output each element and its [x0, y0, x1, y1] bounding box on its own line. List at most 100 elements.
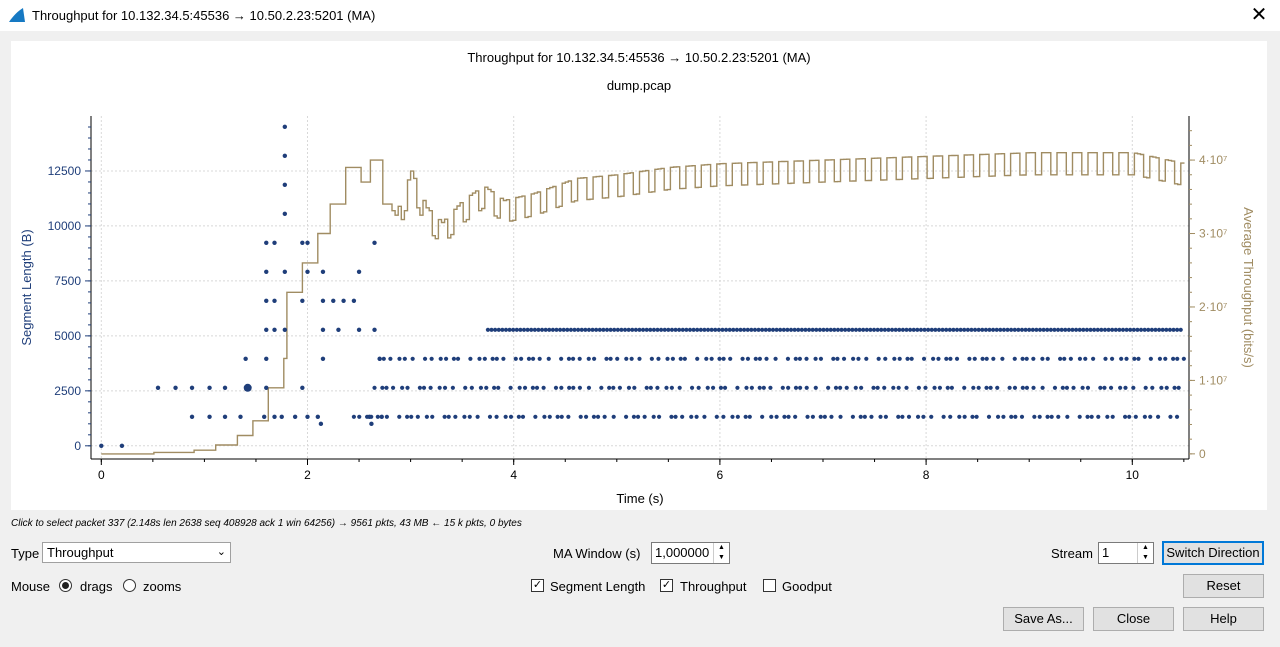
segment-point — [1175, 356, 1180, 361]
segment-point — [547, 414, 552, 419]
segment-point — [1016, 327, 1021, 332]
segment-point — [571, 385, 576, 390]
segment-point — [929, 327, 934, 332]
x-axis-label: Time (s) — [616, 491, 663, 506]
segment-point — [727, 327, 732, 332]
segment-point — [1001, 327, 1007, 332]
segment-point — [1118, 385, 1123, 390]
segment-point — [1037, 327, 1043, 332]
close-window-icon[interactable]: ✕ — [1250, 4, 1268, 26]
throughput-checkbox[interactable]: ✓ — [660, 579, 673, 592]
reset-button[interactable]: Reset — [1183, 574, 1264, 598]
segment-point — [522, 385, 528, 390]
segment-point — [626, 385, 632, 390]
segment-point — [579, 327, 584, 332]
segment-point — [864, 327, 869, 332]
segment-point — [568, 327, 574, 332]
segment-point — [749, 327, 754, 332]
segment-point — [906, 414, 912, 419]
segment-point — [282, 153, 288, 158]
segment-point — [738, 327, 743, 332]
segment-point — [875, 327, 880, 332]
mouse-drags-radio[interactable] — [59, 579, 72, 592]
segment-point — [1063, 327, 1068, 332]
segment-point — [780, 385, 785, 390]
segment-point — [1122, 414, 1128, 419]
segment-point — [664, 385, 669, 390]
spin-up-icon[interactable]: ▲ — [1142, 544, 1149, 551]
segment-point — [507, 327, 512, 332]
spin-up-icon[interactable]: ▲ — [718, 544, 725, 551]
segment-point — [972, 327, 978, 332]
segment-point — [576, 327, 581, 332]
segment-point — [976, 327, 981, 332]
segment-point — [1001, 414, 1006, 419]
segment-point — [520, 414, 526, 419]
plot-area[interactable]: Throughput for 10.132.34.5:45536 → 10.50… — [11, 41, 1267, 510]
spin-down-icon[interactable]: ▼ — [1142, 554, 1149, 561]
segment-point — [1124, 356, 1129, 361]
segment-point — [689, 385, 695, 390]
segment-point — [282, 211, 288, 216]
segment-point — [1142, 327, 1147, 332]
segment-point — [1150, 385, 1155, 390]
segment-point — [931, 356, 936, 361]
mouse-zooms-radio[interactable] — [123, 579, 136, 592]
segment-point — [1041, 327, 1046, 332]
segment-point — [1005, 327, 1010, 332]
segment-point — [554, 327, 559, 332]
segment-point — [818, 414, 823, 419]
ma-window-spinbox[interactable]: 1,000000 ▲ ▼ — [651, 542, 730, 564]
segment-point — [1117, 327, 1122, 332]
segment-point — [965, 327, 970, 332]
segment-point — [788, 327, 794, 332]
type-select[interactable]: Throughput ⌄ — [42, 542, 231, 563]
segment-point — [1058, 356, 1063, 361]
close-button[interactable]: Close — [1093, 607, 1174, 631]
segment-point — [400, 385, 405, 390]
segment-point — [381, 356, 386, 361]
segment-point — [696, 385, 701, 390]
segment-point — [1135, 327, 1140, 332]
segment-point — [1153, 327, 1158, 332]
segment-point — [705, 327, 711, 332]
segment-point — [904, 385, 909, 390]
y2-tick-label: 1·10⁷ — [1199, 373, 1227, 387]
segment-point — [384, 414, 389, 419]
x-tick-label: 8 — [923, 468, 930, 482]
segment-point — [704, 356, 709, 361]
segment-point — [320, 298, 326, 304]
segment-point — [1031, 385, 1036, 390]
segment-point — [469, 385, 474, 390]
stream-spinbox[interactable]: 1 ▲ ▼ — [1098, 542, 1154, 564]
segment-point — [716, 327, 721, 332]
segment-point — [1032, 414, 1037, 419]
segment-point — [702, 327, 707, 332]
segment-point — [761, 385, 766, 390]
segment-point — [773, 356, 778, 361]
segment-point — [1074, 327, 1079, 332]
x-tick-label: 10 — [1126, 468, 1140, 482]
segment-point — [513, 356, 518, 361]
y-tick-label: 7500 — [54, 274, 81, 288]
spin-down-icon[interactable]: ▼ — [718, 554, 725, 561]
segment-point — [599, 385, 604, 390]
segment-point — [756, 327, 761, 332]
segment-point — [948, 356, 953, 361]
segment-point — [1031, 356, 1036, 361]
segment-point — [405, 385, 410, 390]
segment-length-checkbox[interactable]: ✓ — [531, 579, 544, 592]
plot-title: Throughput for 10.132.34.5:45536 → 10.50… — [467, 50, 811, 65]
switch-direction-button[interactable]: Switch Direction — [1162, 541, 1264, 565]
segment-point — [838, 414, 843, 419]
segment-point — [970, 414, 975, 419]
help-button[interactable]: Help — [1183, 607, 1264, 631]
save-as-button[interactable]: Save As... — [1003, 607, 1084, 631]
segment-point — [793, 414, 798, 419]
goodput-checkbox[interactable] — [763, 579, 776, 592]
throughput-chart[interactable]: 0 2 4 6 8 10 0 2500 5000 7500 10000 12500 0 1·10⁷ 2·10… — [11, 41, 1267, 510]
segment-point — [1133, 414, 1138, 419]
segment-point — [546, 356, 551, 361]
segment-point — [282, 124, 288, 129]
segment-point — [1171, 356, 1176, 361]
